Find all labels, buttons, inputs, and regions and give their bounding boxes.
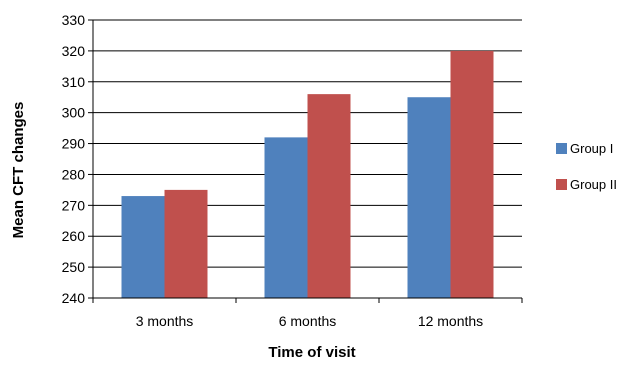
y-tick-label: 270 xyxy=(62,197,86,213)
bar-group-i-12-months xyxy=(407,97,451,298)
y-tick-label: 280 xyxy=(62,166,86,182)
y-tick-label: 240 xyxy=(62,290,86,306)
y-tick-label: 320 xyxy=(62,43,86,59)
y-tick-label: 300 xyxy=(62,105,86,121)
bar-group-ii-12-months xyxy=(450,50,494,299)
x-tick-label: 12 months xyxy=(418,313,483,329)
y-tick-label: 290 xyxy=(62,136,86,152)
y-tick-label: 330 xyxy=(62,12,86,28)
x-tick-label: 6 months xyxy=(279,313,337,329)
y-tick-label: 310 xyxy=(62,74,86,90)
legend-label: Group I xyxy=(570,141,613,156)
axes xyxy=(88,19,523,303)
y-tick-label: 260 xyxy=(62,228,86,244)
legend-swatch xyxy=(556,143,567,154)
tick-labels: 240 250 260 270 280 290 300 310 320 330 3 months 6 … xyxy=(62,12,484,329)
x-tick-label: 3 months xyxy=(136,313,194,329)
legend-swatch xyxy=(556,179,567,190)
bars xyxy=(121,50,494,299)
y-tick-label: 250 xyxy=(62,259,86,275)
bar-group-i-3-months xyxy=(121,196,165,298)
bar-group-ii-6-months xyxy=(307,94,351,298)
bar-group-i-6-months xyxy=(264,137,308,298)
x-axis-title: Time of visit xyxy=(268,344,355,361)
bar-group-ii-3-months xyxy=(164,189,208,298)
legend-label: Group II xyxy=(570,177,617,192)
y-axis-title: Mean CFT changes xyxy=(10,102,27,239)
legend: Group I Group II xyxy=(556,141,617,192)
